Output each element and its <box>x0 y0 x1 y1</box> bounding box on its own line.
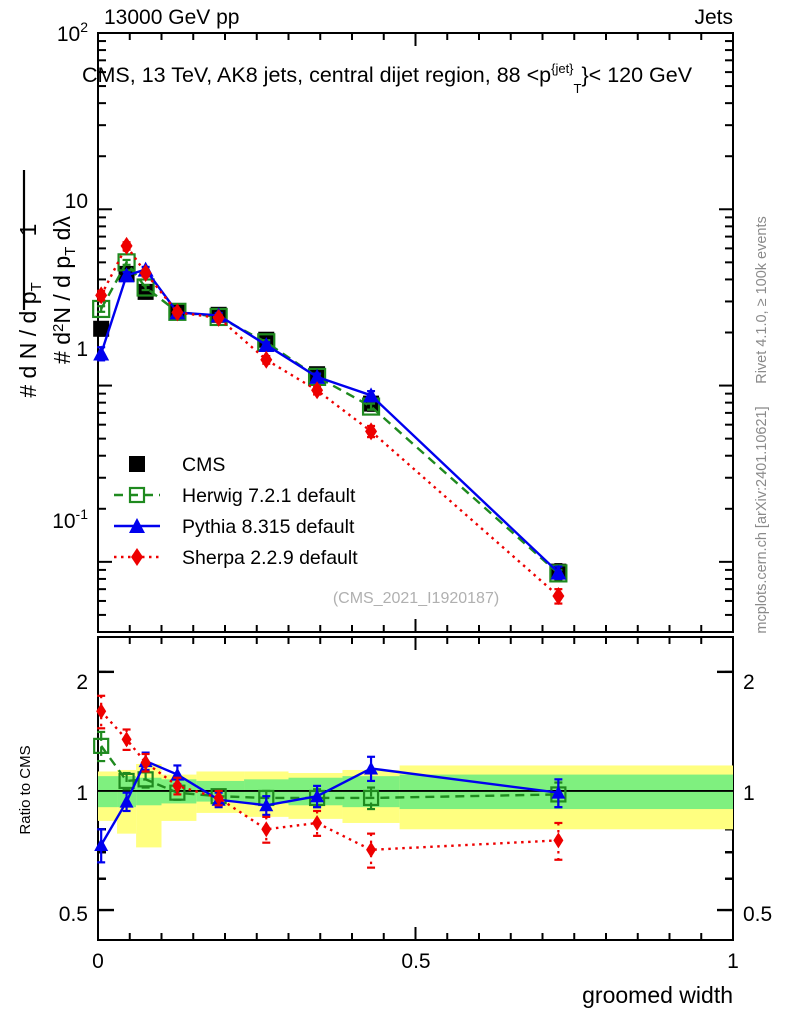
band-outer <box>136 763 162 848</box>
legend-label: CMS <box>182 454 225 476</box>
marker-diamond-filled <box>172 777 183 794</box>
marker-triangle-filled <box>363 387 380 403</box>
marker-triangle-filled <box>94 838 109 852</box>
error-bar <box>122 728 131 751</box>
mcplots-source-note: mcplots.cern.ch [arXiv:2401.10621] <box>754 406 770 633</box>
marker-diamond-filled <box>121 731 132 748</box>
legend-item[interactable]: Herwig 7.2.1 default <box>114 485 356 507</box>
ratio-y-tick-0p5-left: 0.5 <box>59 903 88 926</box>
marker-square-open <box>362 789 380 807</box>
error-bar <box>262 815 271 844</box>
x-tick-1: 1 <box>727 950 739 973</box>
marker-diamond-filled <box>553 832 564 849</box>
legend-item[interactable]: Sherpa 2.2.9 default <box>114 547 358 569</box>
marker-triangle-filled <box>129 518 145 533</box>
y-axis-label-one: 1 <box>15 224 41 237</box>
error-bar <box>122 258 131 266</box>
y-axis-label-main: # d N / d pT 1 # d2N / d pT dλ <box>15 170 79 398</box>
y-tick-10: 10 <box>65 190 88 213</box>
marker-square-filled <box>93 320 110 337</box>
error-bar <box>313 809 322 837</box>
marker-diamond-filled <box>261 821 272 838</box>
analysis-id-watermark: (CMS_2021_I1920187) <box>333 590 499 607</box>
legend-item[interactable]: Pythia 8.315 default <box>114 516 355 538</box>
legend-label: Herwig 7.2.1 default <box>182 485 356 507</box>
marker-diamond-filled <box>552 587 565 606</box>
marker-square-filled <box>129 456 145 472</box>
error-bar <box>97 730 106 763</box>
marker-diamond-filled <box>171 303 184 322</box>
marker-diamond-filled <box>365 422 378 441</box>
marker-diamond-filled <box>260 350 273 369</box>
ratio-y-tick-0p5-right: 0.5 <box>743 903 772 926</box>
ratio-panel-series <box>93 694 567 869</box>
series-sherpa <box>95 236 565 606</box>
header-beam-label: 13000 GeV pp <box>104 6 239 29</box>
marker-triangle-filled <box>93 345 110 361</box>
x-tick-0p5: 0.5 <box>401 950 430 973</box>
marker-triangle-filled <box>550 564 567 580</box>
ratio-y-tick-2-left: 2 <box>76 671 88 694</box>
marker-diamond-filled <box>366 841 377 858</box>
x-tick-0: 0 <box>92 950 104 973</box>
error-bar <box>554 821 563 861</box>
y-axis-label-denominator: # d N / d pT <box>15 282 45 397</box>
marker-diamond-filled <box>140 754 151 771</box>
marker-diamond-filled <box>212 308 225 327</box>
marker-diamond-filled <box>120 236 133 255</box>
rivet-version-note: Rivet 4.1.0, ≥ 100k events <box>754 216 770 384</box>
ratio-y-tick-labels-left: 2 1 0.5 <box>59 671 88 926</box>
legend-label: Pythia 8.315 default <box>182 516 355 538</box>
ratio-axis-label: Ratio to CMS <box>17 745 34 834</box>
ratio-y-tick-labels-right: 2 1 0.5 <box>743 671 772 926</box>
marker-square-open <box>93 737 110 754</box>
marker-triangle-filled <box>310 789 325 803</box>
marker-triangle-filled <box>258 336 275 352</box>
marker-triangle-filled <box>119 794 134 808</box>
marker-square-open <box>128 486 146 504</box>
marker-diamond-filled <box>311 381 324 400</box>
y-tick-0p1: 10-1 <box>52 506 88 533</box>
marker-diamond-filled <box>213 789 224 806</box>
legend-item[interactable]: CMS <box>129 454 225 476</box>
y-tick-1: 1 <box>76 338 88 361</box>
y-tick-100: 102 <box>57 19 88 46</box>
ratio-y-tick-1-right: 1 <box>743 782 755 805</box>
header-category-label: Jets <box>694 6 733 29</box>
error-bar <box>97 305 106 313</box>
marker-triangle-filled <box>364 761 379 775</box>
main-panel-series <box>92 236 568 606</box>
marker-diamond-filled <box>139 264 152 283</box>
plot-title: CMS, 13 TeV, AK8 jets, central dijet reg… <box>82 61 693 96</box>
legend: CMS Herwig 7.2.1 default Pythia 8.315 defa… <box>114 454 358 569</box>
error-bar <box>367 832 376 869</box>
main-y-tick-labels: 102 10 1 10-1 <box>52 19 88 533</box>
marker-diamond-filled <box>131 548 143 566</box>
marker-triangle-filled <box>309 368 326 384</box>
main-panel-ticks <box>97 32 734 633</box>
x-tick-labels: 0 0.5 1 <box>92 950 739 973</box>
ratio-y-tick-2-right: 2 <box>743 671 755 694</box>
marker-triangle-filled <box>551 785 566 799</box>
error-bar <box>141 283 150 292</box>
ratio-y-tick-1-left: 1 <box>76 782 88 805</box>
x-axis-label: groomed width <box>582 982 733 1008</box>
legend-label: Sherpa 2.2.9 default <box>182 547 358 569</box>
ratio-series-sherpa <box>96 694 564 869</box>
marker-triangle-filled <box>118 267 135 283</box>
error-bar <box>367 402 376 411</box>
marker-diamond-filled <box>95 286 108 305</box>
y-axis-label-numerator: # d2N / d pT dλ <box>49 216 79 364</box>
marker-diamond-filled <box>312 814 323 831</box>
marker-diamond-filled <box>96 703 107 720</box>
marker-triangle-filled <box>259 798 274 812</box>
marker-square-open <box>118 772 135 790</box>
